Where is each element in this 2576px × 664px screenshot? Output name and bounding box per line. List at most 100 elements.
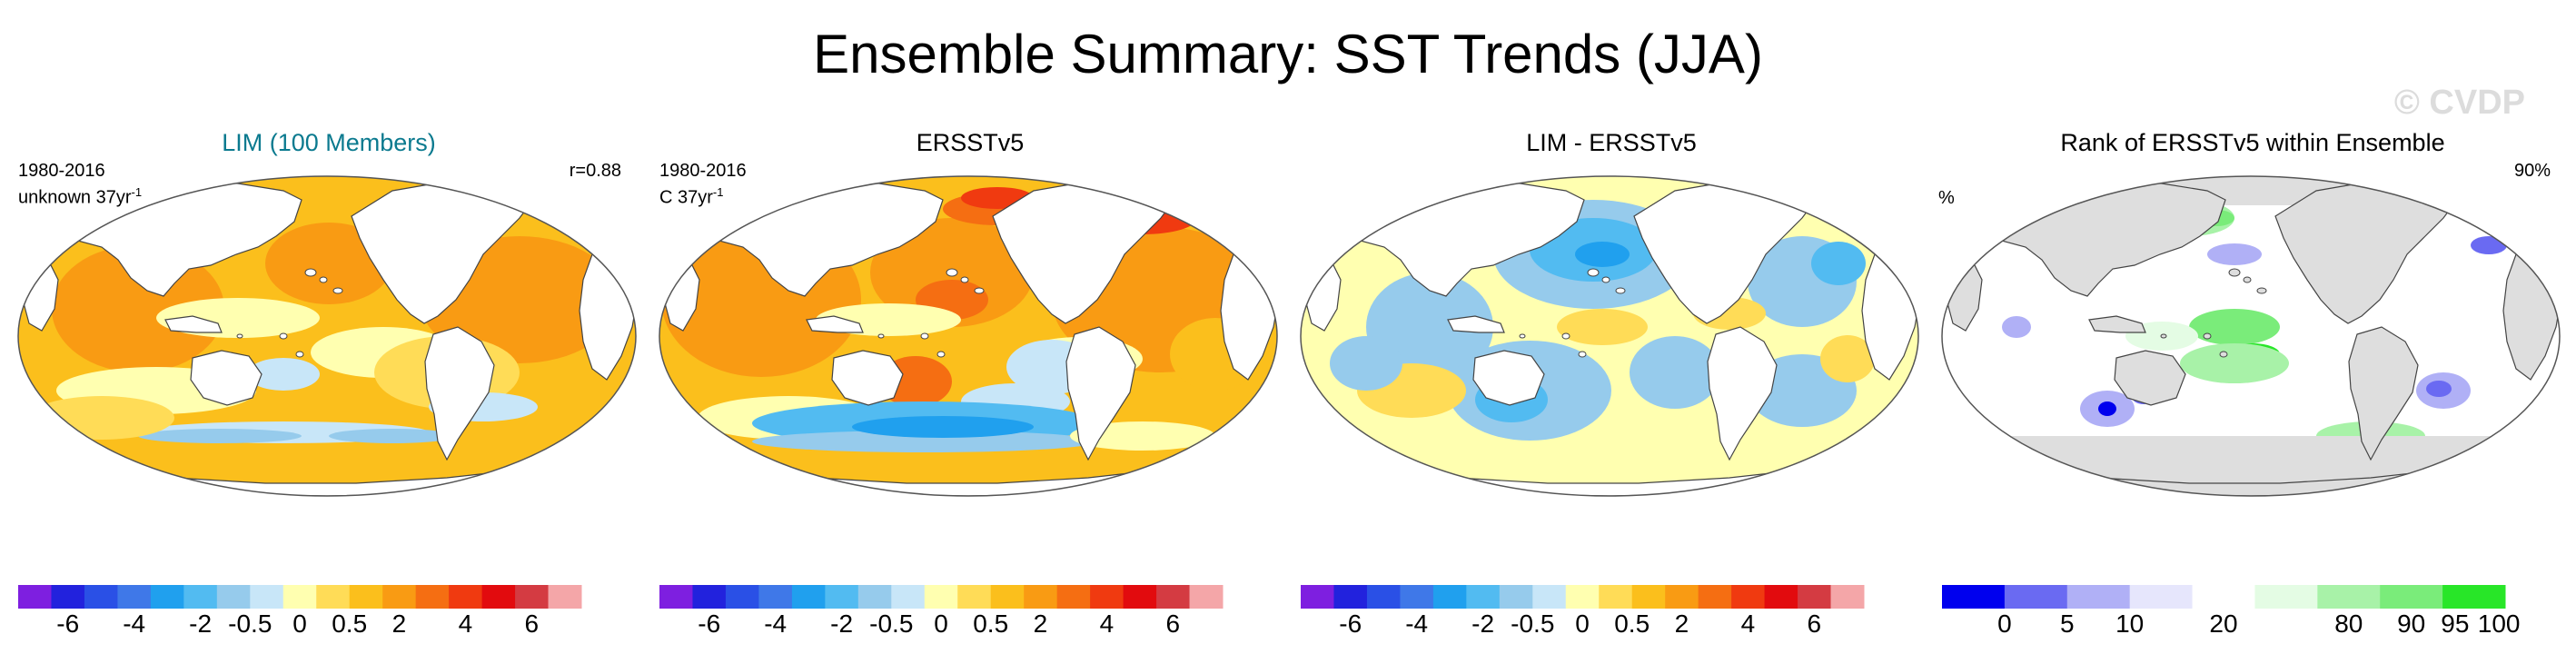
island <box>1578 351 1587 358</box>
sst-contour-region <box>852 416 1034 438</box>
map-frame <box>17 175 637 497</box>
trend-map <box>659 175 1278 497</box>
colorbar-swatch <box>1764 585 1798 609</box>
colorbar-swatch <box>957 585 992 609</box>
colorbar-swatch <box>1432 585 1467 609</box>
period-label: 1980-2016 unknown 37yr-1 <box>18 160 142 209</box>
colorbar-tick-label: 0.5 <box>973 609 1008 636</box>
colorbar-swatch <box>1123 585 1157 609</box>
colorbar-swatch <box>1631 585 1666 609</box>
colorbar-tick-label: -6 <box>1339 609 1362 636</box>
island <box>332 287 343 294</box>
colorbar-tick-label: -2 <box>189 609 212 636</box>
rank-map <box>1941 175 2561 497</box>
colorbar-swatch <box>1599 585 1633 609</box>
colorbar-swatch <box>1830 585 1865 609</box>
colorbar-swatch <box>250 585 284 609</box>
sst-contour-region <box>1820 335 1875 382</box>
colorbar-tick-label: 10 <box>2115 609 2144 636</box>
sst-contour-region <box>29 396 174 440</box>
island <box>1601 276 1610 283</box>
colorbar-tick-label: 2 <box>1034 609 1048 636</box>
sst-contour-region <box>1953 256 1971 271</box>
colorbar-swatch <box>349 585 383 609</box>
colorbar-swatch <box>183 585 218 609</box>
colorbar-tick-label: -4 <box>123 609 145 636</box>
landmass-europeWest <box>1888 199 1918 244</box>
colorbar-swatch <box>659 585 693 609</box>
sst-contour-region <box>329 429 456 443</box>
cvdp-watermark: © CVDP <box>2393 84 2525 122</box>
map-frame <box>1300 175 1919 497</box>
colorbar-swatch <box>2129 585 2194 609</box>
landmass-southAmerica <box>2348 326 2419 461</box>
colorbar-tick-label: 2 <box>1675 609 1689 636</box>
sst-contour-region <box>1330 336 1402 391</box>
colorbar-tick-label: 2 <box>392 609 407 636</box>
colorbar-swatch <box>1665 585 1699 609</box>
sst-contour-region <box>2556 194 2560 216</box>
colorbar-tick-label: 0.5 <box>1614 609 1650 636</box>
island <box>2256 287 2267 294</box>
colorbar-tick-label: 20 <box>2209 609 2237 636</box>
trend-colorbar: -6 -4 -2 -0.5 0 0.5 2 4 6 <box>659 585 1224 636</box>
landmass-indonesia <box>164 315 223 333</box>
colorbar-swatch <box>758 585 793 609</box>
island <box>295 351 304 358</box>
percent-label: % <box>1938 188 1955 208</box>
units-text: C 37yr <box>659 187 713 208</box>
colorbar-swatch <box>1698 585 1732 609</box>
colorbar-swatch <box>1942 585 2006 609</box>
sst-contour-region <box>2471 236 2507 254</box>
colorbar-swatch <box>1532 585 1567 609</box>
sst-contour-region <box>634 176 636 180</box>
colorbar-swatch <box>1056 585 1091 609</box>
colorbar-swatch <box>117 585 152 609</box>
sst-contour-region <box>1206 187 1261 213</box>
masked-region <box>1942 176 2560 205</box>
colorbar-tick-label: 100 <box>2478 609 2521 636</box>
landmass-southAmerica <box>1065 326 1136 461</box>
island <box>936 351 946 358</box>
sst-contour-region <box>752 431 1097 452</box>
sst-contour-region <box>2180 343 2289 383</box>
colorbar-swatch <box>2004 585 2068 609</box>
landmass-europeWest <box>2530 199 2560 244</box>
trend-colorbar: -6 -4 -2 -0.5 0 0.5 2 4 6 <box>18 585 582 636</box>
colorbar-swatch <box>51 585 85 609</box>
colorbar-swatch <box>1731 585 1766 609</box>
units-label: C 37yr-1 <box>659 182 747 209</box>
colorbar-swatch <box>449 585 483 609</box>
island <box>2160 333 2167 339</box>
landmass-greenland <box>551 177 611 224</box>
colorbar-swatch <box>924 585 958 609</box>
colorbar-swatch <box>2254 585 2318 609</box>
island <box>877 333 885 339</box>
map-frame <box>659 175 1278 497</box>
units-superscript: -1 <box>131 185 143 199</box>
colorbar-swatch <box>1565 585 1600 609</box>
sst-contour-region <box>2426 381 2452 397</box>
colorbar-swatch <box>891 585 926 609</box>
colorbar-tick-label: 6 <box>525 609 540 636</box>
colorbar-swatch <box>725 585 759 609</box>
colorbar-tick-label: 0 <box>934 609 948 636</box>
sst-contour-region <box>2098 401 2116 416</box>
colorbar-tick-label: -6 <box>698 609 720 636</box>
colorbar-swatch <box>1024 585 1058 609</box>
trend-colorbar: -6 -4 -2 -0.5 0 0.5 2 4 6 <box>1301 585 1865 636</box>
landmass-southAmerica <box>424 326 495 461</box>
island <box>2203 332 2212 340</box>
sst-contour-region <box>247 358 320 391</box>
landmass-australia <box>831 350 904 406</box>
landmass-indonesia <box>806 315 864 333</box>
landmass-europeWest <box>1247 199 1277 244</box>
colorbar-swatch <box>1090 585 1125 609</box>
colorbar-swatch <box>990 585 1025 609</box>
colorbar-swatch <box>216 585 251 609</box>
landmass-australia <box>2114 350 2186 406</box>
colorbar-tick-label: 80 <box>2334 609 2363 636</box>
sst-contour-region <box>1811 242 1866 285</box>
colorbar-swatch <box>150 585 184 609</box>
colorbar-tick-label: 0.5 <box>332 609 367 636</box>
